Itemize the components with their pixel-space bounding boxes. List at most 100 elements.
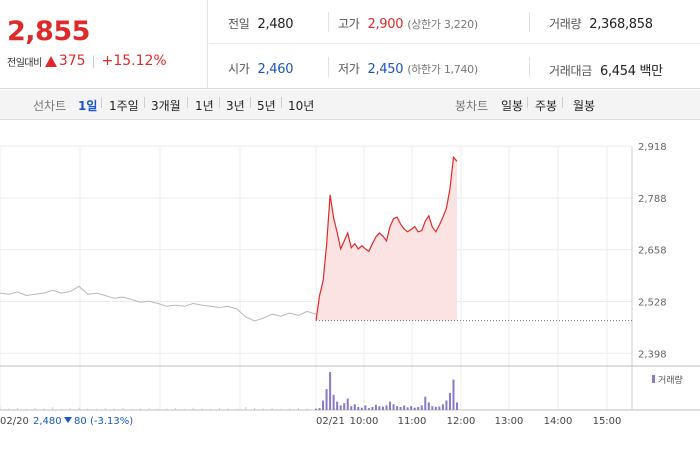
divider <box>328 12 329 32</box>
prev-day-close: 2,480 <box>33 416 62 427</box>
volume-bar <box>389 401 392 410</box>
prev-volume-bar <box>122 407 124 410</box>
volume-bar <box>318 408 321 410</box>
stat-prev-close: 전일 2,480 <box>228 15 294 32</box>
tab-weekly-candle[interactable]: 주봉 <box>535 99 558 113</box>
stat-value: 2,480 <box>257 17 294 32</box>
divider <box>529 12 530 32</box>
volume-bar <box>434 406 437 410</box>
volume-bar <box>343 403 346 410</box>
divider <box>328 57 329 77</box>
price-chart[interactable]: 2,918 2,788 2,658 2,528 2,398 거래량 02/21 10:00 11… <box>0 121 700 450</box>
volume-bar <box>381 406 384 410</box>
y-tick-label: 2,658 <box>638 246 667 257</box>
volume-bar <box>441 404 444 410</box>
volume-bar <box>452 379 455 410</box>
prev-volume-bar <box>34 407 36 410</box>
volume-bar <box>410 406 413 410</box>
tab-divider <box>187 97 188 108</box>
volume-bar <box>339 405 342 410</box>
prev-volume-bar <box>306 408 308 410</box>
stat-label: 시가 <box>228 62 250 76</box>
x-tick-label: 14:00 <box>544 416 573 427</box>
tab-monthly-candle[interactable]: 월봉 <box>573 99 596 113</box>
volume-bar <box>396 406 399 410</box>
prev-volume-bar <box>227 408 229 410</box>
stat-label: 저가 <box>338 62 360 76</box>
tab-1-week[interactable]: 1주일 <box>109 99 139 113</box>
prev-volume-bar <box>17 408 19 410</box>
volume-bar <box>329 372 332 410</box>
stat-value: 6,454 백만 <box>599 64 663 79</box>
volume-bar <box>445 400 448 410</box>
tab-1-day[interactable]: 1일 <box>78 99 98 113</box>
prev-volume-bar <box>0 406 1 410</box>
prev-volume-bar <box>262 408 264 410</box>
prev-volume-bar <box>218 408 220 410</box>
stat-label: 전일 <box>228 17 250 31</box>
volume-bar <box>350 406 353 410</box>
x-tick-label: 02/21 <box>316 416 345 427</box>
prev-volume-bar <box>113 408 115 410</box>
prev-volume-bar <box>297 407 299 410</box>
y-tick-label: 2,788 <box>638 194 667 205</box>
x-tick-label: 10:00 <box>350 416 379 427</box>
prev-volume-bar <box>210 408 212 410</box>
x-tick-label: 13:00 <box>495 416 524 427</box>
prev-volume-bar <box>183 408 185 410</box>
volume-bar <box>336 401 339 410</box>
volume-bar <box>420 405 423 410</box>
prev-day-date: 02/20 <box>0 416 29 427</box>
volume-bar <box>431 406 434 410</box>
volume-bar <box>403 405 406 410</box>
prev-volume-bar <box>166 408 168 410</box>
today-area-fill <box>316 157 457 321</box>
separator: | <box>91 54 96 68</box>
volume-bar <box>374 404 377 410</box>
stat-value: 2,900 <box>367 17 404 32</box>
change-value: 375 <box>58 53 86 69</box>
volume-bar <box>406 407 409 410</box>
stat-label: 거래량 <box>549 17 582 31</box>
volume-bar <box>322 400 325 410</box>
tab-3-month[interactable]: 3개월 <box>151 99 181 113</box>
stats-row-1: 전일 2,480 고가 2,900 (상한가 3,220) 거래량 2,368,858 <box>209 0 700 44</box>
prev-volume-bar <box>271 408 273 410</box>
prev-volume-bar <box>245 406 247 410</box>
tab-daily-candle[interactable]: 일봉 <box>501 99 524 113</box>
y-tick-label: 2,528 <box>638 297 667 308</box>
stat-label: 거래대금 <box>549 64 592 78</box>
volume-bar <box>385 405 388 410</box>
stat-low: 저가 2,450 (하한가 1,740) <box>338 60 478 77</box>
tab-divider <box>527 97 528 108</box>
prev-volume-bar <box>289 408 291 410</box>
prev-volume-bar <box>139 408 141 410</box>
tab-divider <box>101 97 102 108</box>
divider <box>529 57 530 77</box>
today-price-line <box>315 155 458 321</box>
tab-3-year[interactable]: 3년 <box>226 99 245 113</box>
volume-bar <box>346 398 349 410</box>
stat-label: 고가 <box>338 17 360 31</box>
price-box: 2,855 전일대비 375 | +15.12% <box>0 0 208 89</box>
prev-volume-bar <box>201 408 203 410</box>
y-tick-label: 2,398 <box>638 349 667 360</box>
stat-open: 시가 2,460 <box>228 60 294 77</box>
volume-bar <box>438 406 441 410</box>
volume-bar <box>367 408 370 410</box>
tab-divider <box>219 97 220 108</box>
prev-volume-bar <box>52 407 54 410</box>
tab-1-year[interactable]: 1년 <box>195 99 214 113</box>
prev-volume-bar <box>43 408 45 410</box>
tab-5-year[interactable]: 5년 <box>257 99 276 113</box>
prev-volume-bar <box>280 408 282 410</box>
current-price: 2,855 <box>7 16 90 47</box>
stat-amount: 거래대금 6,454 백만 <box>549 60 663 79</box>
tab-10-year[interactable]: 10년 <box>288 99 315 113</box>
stat-value: 2,368,858 <box>589 17 653 32</box>
down-triangle-icon <box>64 417 72 423</box>
volume-legend-label: 거래량 <box>658 374 683 386</box>
tab-divider <box>250 97 251 108</box>
prev-volume-bar <box>104 408 106 410</box>
prev-volume-bar <box>148 408 150 410</box>
